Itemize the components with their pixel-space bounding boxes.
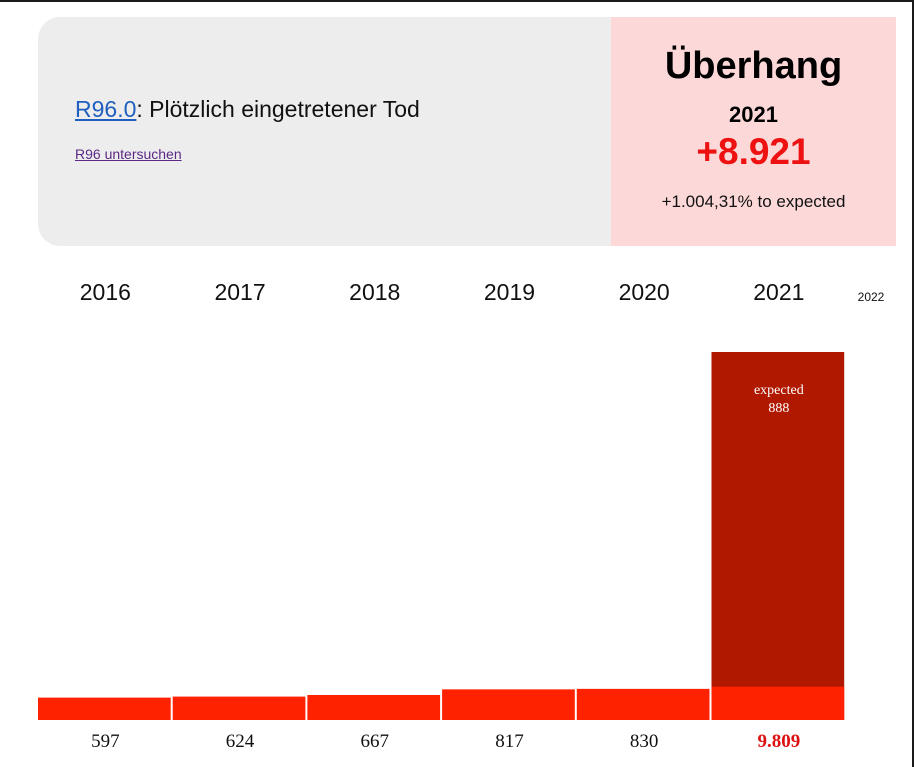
bar-2018 <box>307 694 441 720</box>
year-label-2022: 2022 <box>858 290 885 304</box>
value-label-2020: 830 <box>630 731 659 752</box>
year-label-2016: 2016 <box>80 279 131 305</box>
diagnosis-description: Plötzlich eingetretener Tod <box>149 96 420 122</box>
expected-label: expected <box>754 383 804 398</box>
excess-percent: +1.004,31% to expected <box>661 192 846 211</box>
value-label-2017: 624 <box>226 731 255 752</box>
window-right-border <box>912 0 914 767</box>
expected-value-label: 888 <box>768 401 789 416</box>
diagnosis-code-link[interactable]: R96.0 <box>75 96 137 122</box>
year-label-2018: 2018 <box>349 279 400 305</box>
excess-value: +8.921 <box>696 131 811 172</box>
inspect-code-link[interactable]: R96 untersuchen <box>75 146 182 162</box>
year-label-2020: 2020 <box>619 279 670 305</box>
value-label-2021: 9.809 <box>757 731 800 752</box>
bar-2021-expected <box>711 686 845 720</box>
window-top-border <box>0 0 914 2</box>
year-label-2021: 2021 <box>753 279 804 305</box>
value-label-2016: 597 <box>91 731 120 752</box>
bar-2020 <box>576 688 710 720</box>
diagnosis-line: R96.0: Plötzlich eingetretener Tod <box>75 96 420 123</box>
year-label-2019: 2019 <box>484 279 535 305</box>
year-label-2017: 2017 <box>214 279 265 305</box>
bar-2017 <box>172 696 306 720</box>
excess-summary-box: Überhang 2021 +8.921 +1.004,31% to expec… <box>611 17 896 246</box>
value-label-2019: 817 <box>495 731 524 752</box>
bar-2021-total <box>711 352 845 720</box>
summary-title: Überhang <box>664 45 843 87</box>
header-card: R96.0: Plötzlich eingetretener Tod R96 u… <box>38 17 896 246</box>
value-label-2018: 667 <box>361 731 390 752</box>
bar-2019 <box>442 689 575 720</box>
summary-year: 2021 <box>729 102 778 127</box>
code-separator: : <box>136 96 143 122</box>
bar-2016 <box>38 697 171 720</box>
